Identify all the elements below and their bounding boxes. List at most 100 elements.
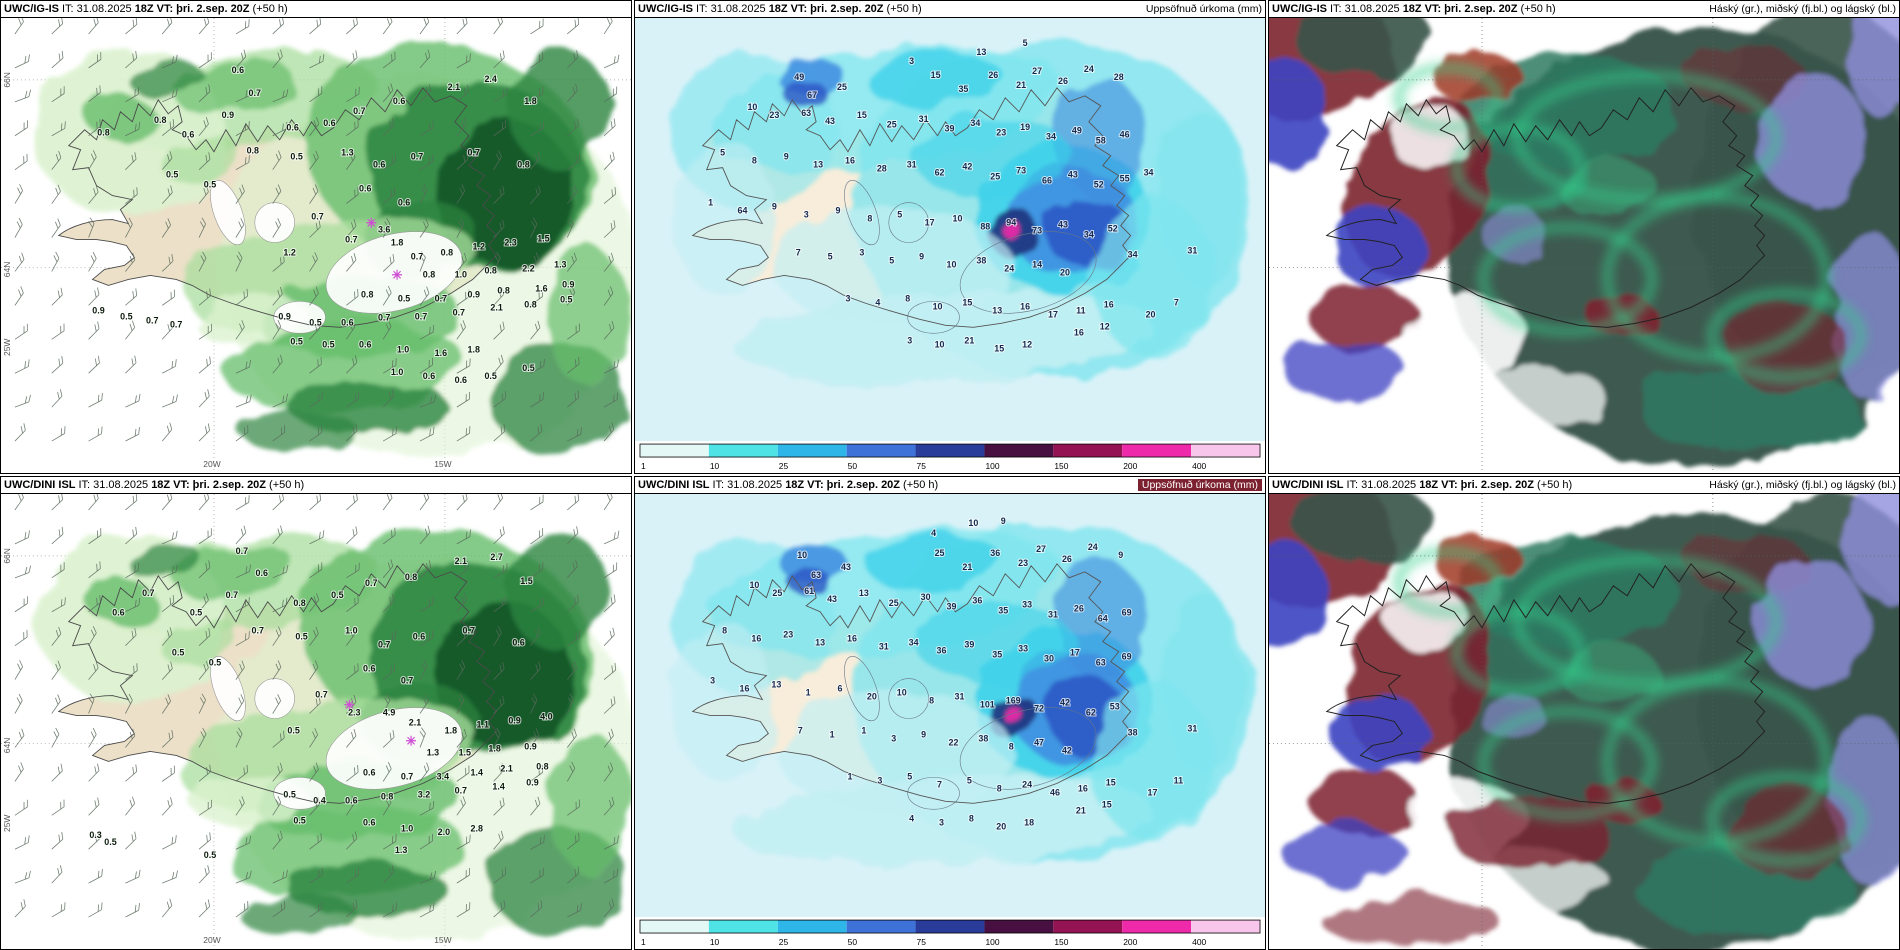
svg-text:25W: 25W (2, 815, 12, 832)
svg-text:25: 25 (887, 120, 897, 130)
svg-text:69: 69 (1122, 608, 1132, 618)
svg-text:19: 19 (1020, 122, 1030, 132)
init-label: IT: (1330, 2, 1342, 15)
valid-time: þri. 2.sep. 20Z (192, 478, 267, 491)
valid-time: þri. 2.sep. 20Z (826, 478, 901, 491)
svg-text:25: 25 (779, 461, 789, 471)
svg-text:43: 43 (825, 116, 835, 126)
svg-text:1.3: 1.3 (341, 148, 353, 158)
svg-text:0.6: 0.6 (182, 130, 194, 140)
svg-text:24: 24 (1004, 263, 1014, 273)
svg-text:0.9: 0.9 (468, 289, 480, 299)
svg-text:61: 61 (804, 586, 814, 596)
panel-header: UWC/DINI ISL IT: 31.08.2025 18Z VT: þri. 2.se… (1269, 477, 1899, 494)
svg-text:0.7: 0.7 (455, 785, 467, 795)
svg-text:2.1: 2.1 (448, 82, 460, 92)
map-accumulated-precip: 10 9 4 10 63 43 25 21 36 23 27 26 24 9 10 25 61 43 13 25 30 3… (635, 494, 1265, 949)
svg-text:0.7: 0.7 (252, 626, 264, 636)
svg-text:15W: 15W (434, 459, 451, 469)
svg-text:47: 47 (1034, 737, 1044, 747)
svg-text:0.6: 0.6 (455, 375, 467, 385)
svg-text:26: 26 (1062, 554, 1072, 564)
svg-text:31: 31 (919, 114, 929, 124)
svg-text:5: 5 (967, 775, 972, 785)
svg-text:11: 11 (1174, 775, 1183, 785)
svg-text:1.3: 1.3 (395, 845, 407, 855)
svg-text:0.8: 0.8 (423, 269, 435, 279)
map-precip-wind: 0.7 0.6 0.7 0.7 0.6 0.5 0.8 0.5 0.7 0.8 2.1 2.7 1.5 0… (1, 494, 631, 949)
svg-text:39: 39 (947, 602, 957, 612)
svg-text:0.6: 0.6 (232, 65, 244, 75)
init-label: IT: (696, 2, 708, 15)
svg-text:1.0: 1.0 (345, 626, 357, 636)
svg-text:1: 1 (641, 937, 646, 947)
svg-text:✳: ✳ (344, 698, 355, 713)
svg-text:3: 3 (877, 775, 882, 785)
svg-text:26: 26 (1074, 604, 1084, 614)
svg-text:1.0: 1.0 (455, 269, 467, 279)
svg-text:43: 43 (1058, 220, 1068, 230)
svg-text:10: 10 (933, 301, 943, 311)
valid-time: þri. 2.sep. 20Z (1460, 478, 1535, 491)
init-hour: 18Z (1419, 478, 1439, 491)
svg-text:10: 10 (952, 214, 962, 224)
lead-time: (+50 h) (1537, 478, 1573, 491)
svg-text:✳: ✳ (406, 733, 417, 748)
svg-text:16: 16 (847, 634, 857, 644)
svg-text:200: 200 (1123, 461, 1137, 471)
svg-text:2.1: 2.1 (455, 556, 467, 566)
init-hour: 18Z (134, 2, 154, 15)
svg-text:0.6: 0.6 (413, 632, 425, 642)
svg-text:0.5: 0.5 (290, 152, 302, 162)
svg-text:66N: 66N (2, 72, 12, 88)
svg-text:62: 62 (935, 168, 945, 178)
svg-text:4.0: 4.0 (540, 711, 552, 721)
svg-text:0.5: 0.5 (204, 850, 216, 860)
svg-text:21: 21 (1016, 80, 1026, 90)
svg-text:0.5: 0.5 (322, 339, 334, 349)
init-label: IT: (712, 478, 725, 491)
svg-text:0.7: 0.7 (401, 771, 413, 781)
svg-text:0.8: 0.8 (381, 791, 393, 801)
svg-text:36: 36 (972, 596, 982, 606)
svg-text:21: 21 (1076, 805, 1086, 815)
valid-time: þri. 2.sep. 20Z (176, 2, 250, 15)
svg-text:13: 13 (813, 160, 823, 170)
svg-text:15: 15 (1106, 777, 1116, 787)
svg-text:4: 4 (909, 813, 914, 823)
init-label: IT: (78, 478, 91, 491)
svg-text:0.9: 0.9 (222, 110, 234, 120)
svg-text:23: 23 (1018, 558, 1028, 568)
init-date: 31.08.2025 (1361, 478, 1417, 491)
panel-title: UWC/IG-IS IT: 31.08.2025 18Z VT: þri. 2.sep. … (638, 2, 925, 15)
svg-text:20W: 20W (203, 459, 220, 469)
map-precip-wind: 0.6 0.7 0.9 0.8 0.8 0.6 0.6 0.6 0.7 0.6 2.1 2.4 1.8 0… (1, 18, 631, 473)
svg-text:2.2: 2.2 (522, 263, 534, 273)
svg-text:49: 49 (1072, 126, 1082, 136)
svg-text:0.5: 0.5 (293, 815, 305, 825)
svg-text:20: 20 (867, 692, 877, 702)
init-date: 31.08.2025 (76, 2, 132, 15)
svg-text:26: 26 (988, 70, 998, 80)
svg-text:0.6: 0.6 (393, 96, 405, 106)
svg-text:0.6: 0.6 (512, 638, 524, 648)
svg-text:46: 46 (1120, 130, 1130, 140)
svg-text:1.3: 1.3 (427, 747, 439, 757)
panel-bottom-middle-accum-precip: UWC/DINI ISL IT: 31.08.2025 18Z VT: þri. 2.se… (634, 476, 1266, 950)
svg-text:0.8: 0.8 (405, 572, 417, 582)
panel-header: UWC/DINI ISL IT: 31.08.2025 18Z VT: þri. 2.se… (635, 477, 1265, 494)
svg-text:64N: 64N (2, 738, 12, 754)
svg-text:2.1: 2.1 (409, 717, 421, 727)
svg-text:15: 15 (931, 70, 941, 80)
panel-product-title: Uppsöfnuð úrkoma (mm) (1137, 478, 1262, 492)
valid-time: þri. 2.sep. 20Z (810, 2, 884, 15)
svg-text:13: 13 (771, 680, 781, 690)
panel-title: UWC/DINI ISL IT: 31.08.2025 18Z VT: þri. 2.se… (4, 478, 307, 491)
svg-text:21: 21 (964, 335, 974, 345)
init-date: 31.08.2025 (93, 478, 149, 491)
svg-text:0.7: 0.7 (453, 307, 465, 317)
svg-text:35: 35 (958, 84, 968, 94)
svg-text:25: 25 (837, 82, 847, 92)
svg-text:15: 15 (994, 343, 1004, 353)
svg-text:75: 75 (917, 461, 927, 471)
